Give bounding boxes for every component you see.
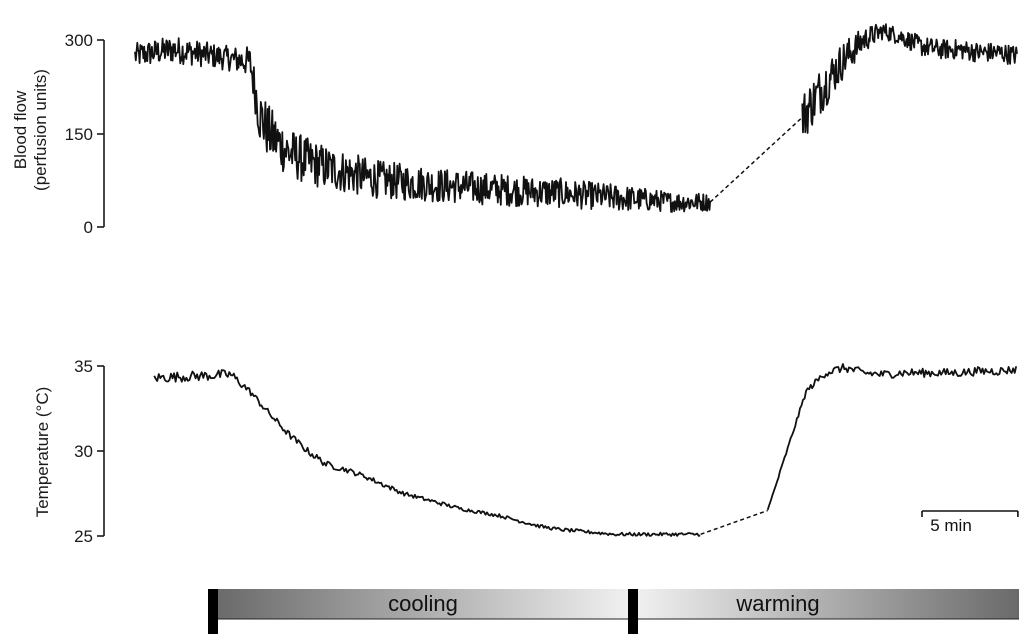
scale-bar-label: 5 min <box>930 516 972 535</box>
temperature-ylabel: Temperature (°C) <box>33 387 52 518</box>
temperature-tick-label-35: 35 <box>74 357 93 376</box>
blood-flow-tick-label-300: 300 <box>65 31 93 50</box>
blood-flow-tick-label-0: 0 <box>84 218 93 237</box>
temperature-gap-dashed <box>700 509 768 536</box>
temperature-tick-label-30: 30 <box>74 442 93 461</box>
temperature-trace-group <box>153 363 1018 537</box>
blood-flow-trace-after-gap <box>801 23 1018 134</box>
protocol-bar: cooling warming <box>208 589 1019 634</box>
warming-gradient-bar <box>638 589 1019 619</box>
temperature-tick-label-25: 25 <box>74 527 93 546</box>
blood-flow-trace-before-gap <box>134 37 712 213</box>
blood-flow-ylabel-line1: Blood flow <box>11 90 30 169</box>
temperature-panel: Temperature (°C) 35 30 25 <box>33 357 1018 546</box>
warming-label: warming <box>735 591 819 616</box>
temperature-trace-before-gap <box>153 369 701 537</box>
cooling-start-marker <box>208 589 218 634</box>
blood-flow-ylabel-line2: (perfusion units) <box>31 69 50 191</box>
warming-start-marker <box>628 589 638 634</box>
cooling-gradient-bar <box>216 589 629 619</box>
blood-flow-trace-group <box>134 23 1018 213</box>
blood-flow-gap-dashed <box>709 116 803 203</box>
blood-flow-tick-label-150: 150 <box>65 125 93 144</box>
temperature-trace-after-gap <box>766 363 1018 511</box>
scale-bar: 5 min <box>921 510 1019 535</box>
cooling-label: cooling <box>388 591 458 616</box>
blood-flow-panel: Blood flow (perfusion units) 300 150 0 <box>11 23 1018 237</box>
